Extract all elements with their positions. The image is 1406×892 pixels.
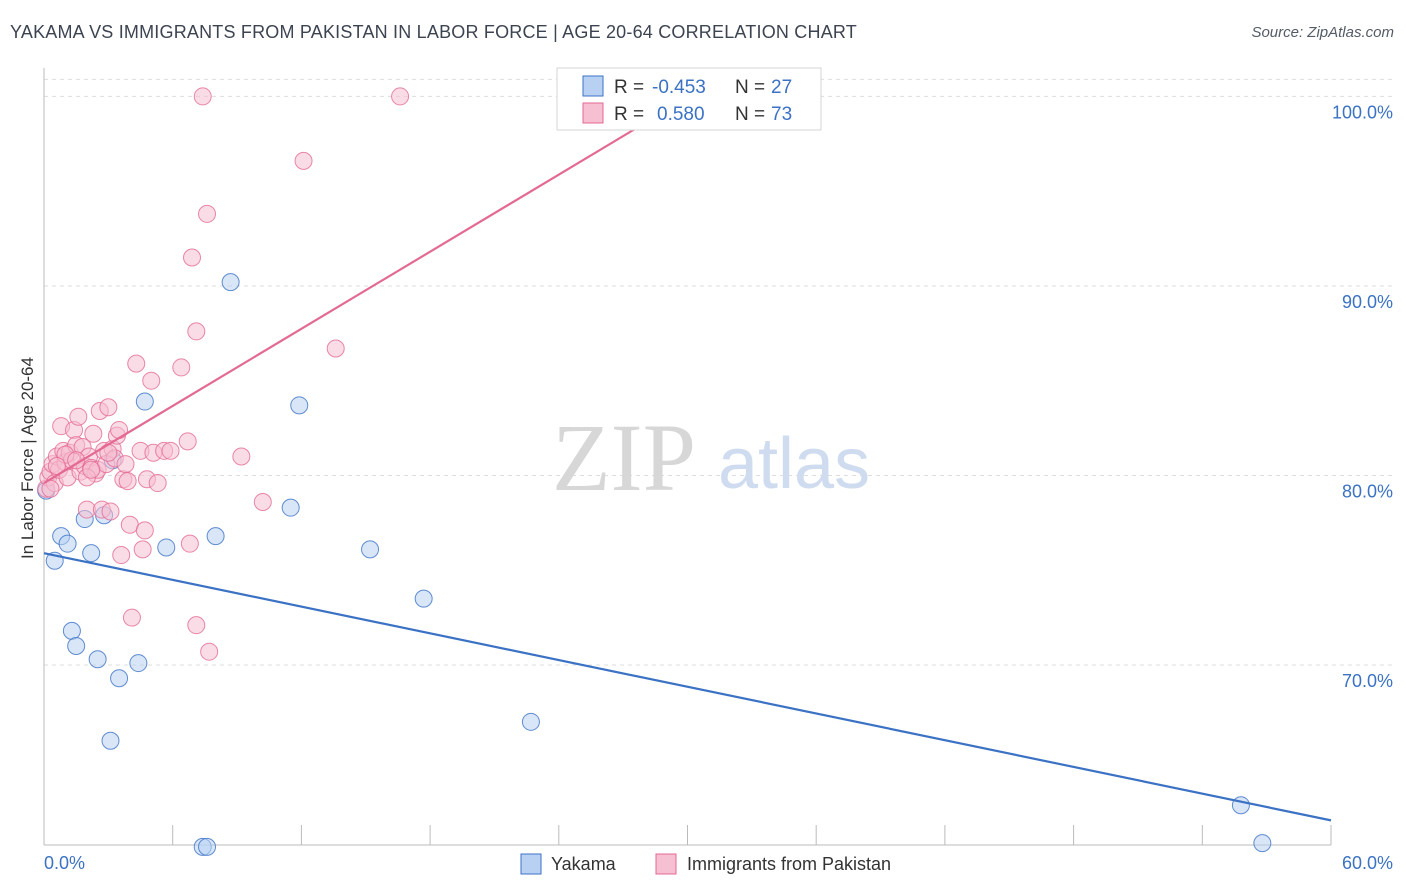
chart-source: Source: ZipAtlas.com [1251,24,1394,41]
pakistan-point-30 [101,502,120,521]
yakama-point-11 [129,654,148,673]
yakama-point-23 [1231,796,1250,815]
bottom-legend-swatch-yakama [520,853,542,875]
pakistan-point-22 [84,424,103,443]
legend-r-label-1: R = [614,77,644,98]
series-legend: Yakama Immigrants from Pakistan [520,853,891,875]
pakistan-point-59 [200,642,219,661]
legend-r-value-2: 0.580 [657,104,705,125]
y-tick-label-0: 70.0% [1342,671,1393,691]
trend-lines [43,70,1332,822]
pakistan-point-62 [294,151,313,170]
pakistan-point-53 [180,534,199,553]
yakama-point-10 [110,669,129,688]
pakistan-trend-line [43,70,731,484]
pakistan-point-46 [142,371,161,390]
yakama-point-16 [206,527,225,546]
legend-swatch-yakama [582,75,604,97]
yakama-point-24 [1253,834,1272,853]
legend-r-value-1: -0.453 [652,77,706,98]
yakama-point-15 [198,837,217,856]
pakistan-point-38 [118,472,137,491]
legend-n-value-2: 73 [771,104,792,125]
pakistan-point-52 [178,432,197,451]
x-tick-labels: 0.0% 60.0% [44,853,1393,873]
y-tick-label-1: 80.0% [1342,481,1393,501]
yakama-trend-line [43,552,1332,822]
pakistan-point-19 [77,500,96,519]
watermark-atlas: atlas [718,424,870,504]
x-tick-label-1: 60.0% [1342,853,1393,873]
yakama-point-7 [88,650,107,669]
pakistan-point-51 [172,358,191,377]
yakama-point-9 [101,731,120,750]
watermark-zip: ZIP [552,404,696,511]
pakistan-point-58 [198,204,217,223]
axes [43,68,1332,846]
pakistan-point-43 [133,540,152,559]
pakistan-point-44 [135,521,154,540]
pakistan-point-60 [232,447,251,466]
pakistan-point-50 [161,441,180,460]
legend-r-label-2: R = [614,104,644,125]
pakistan-point-35 [112,546,131,565]
y-tick-label-2: 90.0% [1342,292,1393,312]
pakistan-point-54 [183,248,202,267]
pakistan-point-56 [187,616,206,635]
legend-n-label-1: N = [735,77,765,98]
chart-title: YAKAMA VS IMMIGRANTS FROM PAKISTAN IN LA… [10,22,857,42]
x-tick-label-0: 0.0% [44,853,85,873]
bottom-legend-pakistan: Immigrants from Pakistan [687,854,891,874]
pakistan-point-39 [120,515,139,534]
pakistan-point-71 [99,443,118,462]
yakama-point-19 [290,396,309,415]
yakama-point-22 [521,712,540,731]
yakama-point-12 [135,392,154,411]
pakistan-point-40 [122,608,141,627]
y-axis-label: In Labor Force | Age 20-64 [18,357,37,559]
legend-n-value-1: 27 [771,77,792,98]
yakama-point-13 [157,538,176,557]
yakama-point-18 [281,498,300,517]
pakistan-point-34 [110,420,129,439]
pakistan-points [37,87,815,661]
pakistan-point-48 [148,474,167,493]
bottom-legend-yakama: Yakama [551,854,617,874]
pakistan-point-41 [127,354,146,373]
yakama-point-3 [62,621,81,640]
pakistan-point-70 [82,460,101,479]
yakama-points [37,273,1272,856]
yakama-point-17 [221,273,240,292]
yakama-point-21 [414,589,433,608]
pakistan-point-55 [187,322,206,341]
pakistan-point-37 [116,455,135,474]
pakistan-point-57 [193,87,212,106]
bottom-legend-swatch-pakistan [655,853,677,875]
y-tick-label-3: 100.0% [1332,102,1393,122]
correlation-legend: R = -0.453 N = 27 R = 0.580 N = 73 [556,67,822,131]
pakistan-point-63 [326,339,345,358]
pakistan-point-69 [67,451,86,470]
yakama-point-20 [361,540,380,559]
yakama-point-6 [82,544,101,563]
y-tick-labels: 70.0% 80.0% 90.0% 100.0% [1332,102,1393,691]
yakama-point-2 [58,534,77,553]
pakistan-point-15 [69,407,88,426]
pakistan-point-61 [253,492,272,511]
gridlines [44,78,1396,666]
legend-swatch-pakistan [582,102,604,124]
pakistan-point-64 [391,87,410,106]
yakama-point-4 [67,637,86,656]
legend-n-label-2: N = [735,104,765,125]
pakistan-point-29 [99,398,118,417]
